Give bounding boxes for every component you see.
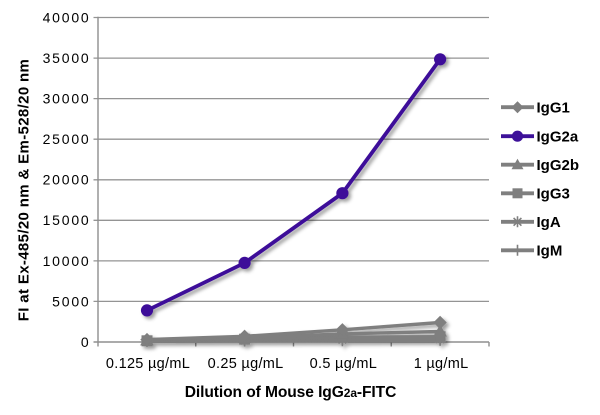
svg-text:IgG2b: IgG2b [537, 157, 580, 174]
svg-text:0.5 µg/mL: 0.5 µg/mL [310, 356, 377, 372]
svg-text:1 µg/mL: 1 µg/mL [414, 356, 469, 372]
svg-text:0.25 µg/mL: 0.25 µg/mL [208, 356, 284, 372]
svg-text:IgG3: IgG3 [537, 186, 570, 203]
svg-text:5000: 5000 [52, 293, 90, 309]
svg-text:0.125 µg/mL: 0.125 µg/mL [106, 356, 190, 372]
svg-text:IgG1: IgG1 [537, 99, 570, 116]
svg-text:IgA: IgA [537, 214, 561, 231]
svg-text:30000: 30000 [43, 91, 91, 107]
svg-text:25000: 25000 [43, 131, 91, 147]
svg-text:10000: 10000 [43, 253, 91, 269]
svg-text:0: 0 [81, 334, 91, 350]
svg-text:35000: 35000 [43, 50, 91, 66]
svg-text:15000: 15000 [43, 212, 91, 228]
svg-text:40000: 40000 [43, 9, 91, 25]
svg-text:IgM: IgM [537, 243, 563, 260]
svg-text:Dilution of Mouse IgG2a-FITC: Dilution of Mouse IgG2a-FITC [185, 384, 397, 401]
svg-text:20000: 20000 [43, 172, 91, 188]
svg-text:FI at Ex-485/20 nm & Em-528/20: FI at Ex-485/20 nm & Em-528/20 nm [16, 59, 33, 322]
svg-text:IgG2a: IgG2a [537, 128, 579, 145]
